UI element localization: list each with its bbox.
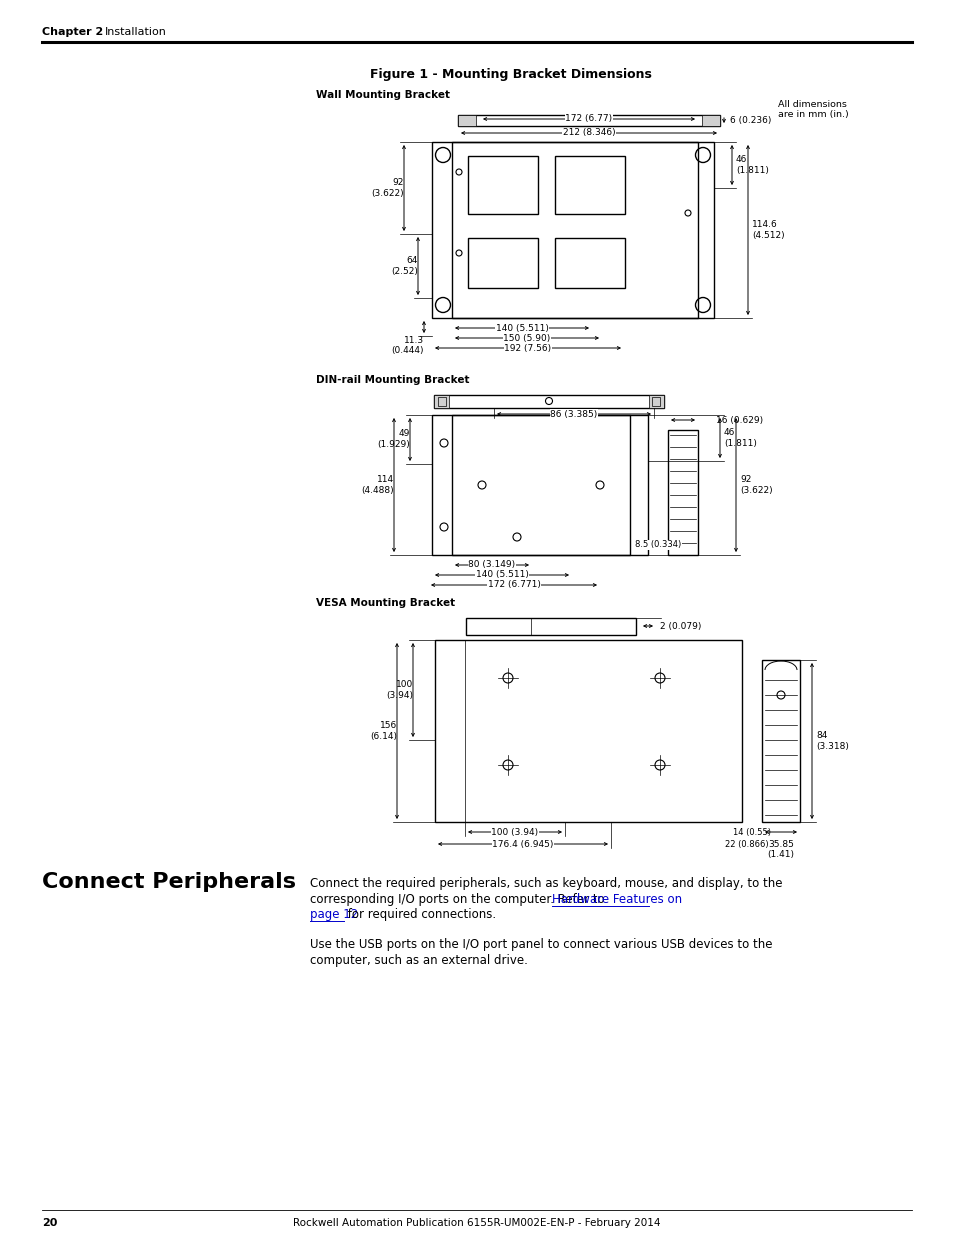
Text: 172 (6.77): 172 (6.77) bbox=[565, 115, 612, 124]
Bar bbox=[468, 156, 537, 214]
Text: 92
(3.622): 92 (3.622) bbox=[740, 475, 772, 495]
Bar bbox=[452, 142, 698, 317]
Text: 8.5 (0.334): 8.5 (0.334) bbox=[634, 541, 680, 550]
Text: 150 (5.90): 150 (5.90) bbox=[503, 333, 550, 342]
Text: 22 (0.866): 22 (0.866) bbox=[724, 840, 768, 848]
Text: Wall Mounting Bracket: Wall Mounting Bracket bbox=[315, 90, 450, 100]
Bar bbox=[435, 640, 741, 823]
Bar bbox=[457, 115, 720, 126]
Text: 192 (7.56): 192 (7.56) bbox=[504, 343, 551, 352]
Bar bbox=[667, 430, 698, 555]
Text: 92
(3.622): 92 (3.622) bbox=[371, 178, 403, 198]
Text: 11.3
(0.444): 11.3 (0.444) bbox=[391, 336, 423, 356]
Text: 20: 20 bbox=[42, 1218, 57, 1228]
Text: 2 (0.079): 2 (0.079) bbox=[659, 621, 700, 631]
Text: Figure 1 - Mounting Bracket Dimensions: Figure 1 - Mounting Bracket Dimensions bbox=[370, 68, 651, 82]
Text: 64
(2.52): 64 (2.52) bbox=[391, 257, 417, 275]
Text: 156
(6.14): 156 (6.14) bbox=[370, 721, 396, 741]
Text: 100 (3.94): 100 (3.94) bbox=[491, 827, 538, 836]
Bar bbox=[465, 618, 636, 635]
Bar bbox=[434, 395, 663, 408]
Text: 114
(4.488): 114 (4.488) bbox=[361, 475, 394, 495]
Text: 16 (0.629): 16 (0.629) bbox=[716, 415, 762, 425]
Text: Chapter 2: Chapter 2 bbox=[42, 27, 103, 37]
Text: Connect the required peripherals, such as keyboard, mouse, and display, to the: Connect the required peripherals, such a… bbox=[310, 877, 781, 890]
Text: Use the USB ports on the I/O port panel to connect various USB devices to the: Use the USB ports on the I/O port panel … bbox=[310, 939, 772, 951]
Text: 212 (8.346): 212 (8.346) bbox=[562, 128, 615, 137]
Bar bbox=[555, 238, 624, 288]
Bar bbox=[437, 396, 446, 406]
Text: Connect Peripherals: Connect Peripherals bbox=[42, 872, 295, 892]
Bar bbox=[457, 115, 476, 126]
Text: All dimensions
are in mm (in.): All dimensions are in mm (in.) bbox=[778, 100, 848, 120]
Text: Installation: Installation bbox=[105, 27, 167, 37]
Text: 46
(1.811): 46 (1.811) bbox=[723, 429, 756, 448]
Text: 6 (0.236): 6 (0.236) bbox=[729, 116, 771, 126]
Bar bbox=[432, 415, 647, 555]
Bar bbox=[452, 415, 629, 555]
Text: 46
(1.811): 46 (1.811) bbox=[735, 156, 768, 174]
Text: 114.6
(4.512): 114.6 (4.512) bbox=[751, 220, 783, 240]
Text: 140 (5.511): 140 (5.511) bbox=[495, 324, 548, 332]
Bar bbox=[468, 238, 537, 288]
Text: 35.85
(1.41): 35.85 (1.41) bbox=[767, 840, 794, 860]
Bar bbox=[651, 396, 659, 406]
Text: 49
(1.929): 49 (1.929) bbox=[376, 430, 410, 448]
Text: 140 (5.511): 140 (5.511) bbox=[475, 571, 528, 579]
Bar bbox=[648, 395, 663, 408]
Text: 172 (6.771): 172 (6.771) bbox=[487, 580, 539, 589]
Text: 14 (0.55): 14 (0.55) bbox=[732, 827, 770, 836]
Bar bbox=[701, 115, 720, 126]
Text: 86 (3.385): 86 (3.385) bbox=[550, 410, 597, 419]
Text: page 12: page 12 bbox=[310, 908, 358, 921]
Bar bbox=[434, 395, 449, 408]
Text: Rockwell Automation Publication 6155R-UM002E-EN-P - February 2014: Rockwell Automation Publication 6155R-UM… bbox=[293, 1218, 660, 1228]
Text: 100
(3.94): 100 (3.94) bbox=[386, 680, 413, 700]
Text: 84
(3.318): 84 (3.318) bbox=[815, 731, 848, 751]
Bar bbox=[761, 659, 800, 823]
Text: computer, such as an external drive.: computer, such as an external drive. bbox=[310, 953, 527, 967]
Text: for required connections.: for required connections. bbox=[344, 908, 496, 921]
Text: DIN-rail Mounting Bracket: DIN-rail Mounting Bracket bbox=[315, 375, 469, 385]
Bar bbox=[432, 142, 713, 317]
Text: VESA Mounting Bracket: VESA Mounting Bracket bbox=[315, 598, 455, 608]
Text: 176.4 (6.945): 176.4 (6.945) bbox=[492, 840, 553, 848]
Text: corresponding I/O ports on the computer. Refer to: corresponding I/O ports on the computer.… bbox=[310, 893, 608, 906]
Text: 80 (3.149): 80 (3.149) bbox=[468, 561, 515, 569]
Text: Hardware Features on: Hardware Features on bbox=[552, 893, 682, 906]
Bar bbox=[555, 156, 624, 214]
